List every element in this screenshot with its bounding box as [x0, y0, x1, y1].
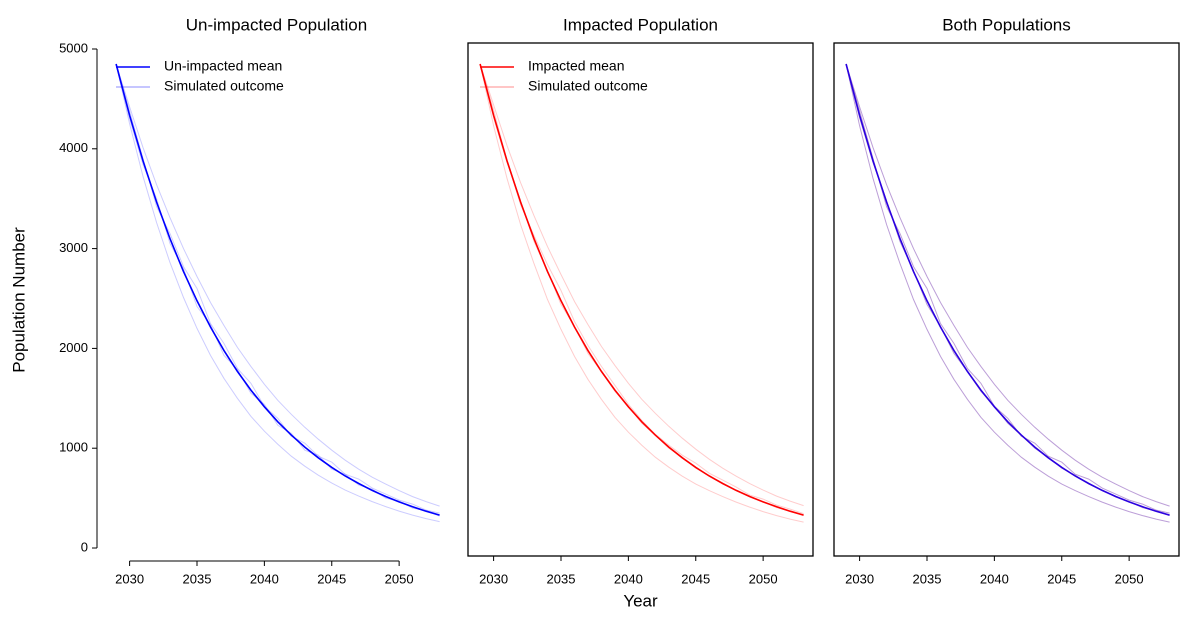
simulated-line	[479, 63, 804, 507]
panel-title: Impacted Population	[563, 15, 718, 34]
y-tick-label: 0	[81, 539, 88, 554]
simulated-line	[845, 63, 1170, 507]
y-tick-label: 5000	[59, 40, 88, 55]
x-tick-label: 2030	[479, 571, 508, 586]
mean-line	[845, 63, 1170, 516]
x-tick-label: 2035	[913, 571, 942, 586]
x-tick-label: 2030	[115, 571, 144, 586]
x-tick-label: 2045	[317, 571, 346, 586]
x-tick-label: 2035	[547, 571, 576, 586]
y-tick-label: 2000	[59, 340, 88, 355]
simulated-line	[115, 63, 440, 507]
x-axis-label: Year	[623, 591, 658, 610]
legend-label: Impacted mean	[528, 58, 625, 74]
panel-title: Both Populations	[942, 15, 1071, 34]
y-tick-label: 3000	[59, 240, 88, 255]
x-tick-label: 2045	[681, 571, 710, 586]
mean-line	[479, 63, 804, 516]
simulated-line	[845, 63, 1170, 523]
mean-line	[115, 63, 440, 516]
legend-label: Un-impacted mean	[164, 58, 282, 74]
x-tick-label: 2040	[614, 571, 643, 586]
simulated-line	[115, 63, 440, 517]
x-tick-label: 2050	[1115, 571, 1144, 586]
panel-title: Un-impacted Population	[186, 15, 367, 34]
y-tick-label: 4000	[59, 140, 88, 155]
x-tick-label: 2035	[183, 571, 212, 586]
panel-frame	[833, 42, 1180, 557]
simulated-line	[479, 63, 804, 517]
legend-label: Simulated outcome	[164, 78, 284, 94]
x-tick-label: 2030	[845, 571, 874, 586]
simulated-line	[479, 63, 804, 523]
x-tick-label: 2050	[385, 571, 414, 586]
legend-label: Simulated outcome	[528, 78, 648, 94]
simulated-line	[115, 63, 440, 523]
simulated-line	[845, 63, 1170, 517]
simulated-line	[115, 63, 440, 514]
x-tick-label: 2050	[749, 571, 778, 586]
x-tick-label: 2040	[980, 571, 1009, 586]
x-tick-label: 2040	[250, 571, 279, 586]
y-axis-label: Population Number	[9, 227, 28, 373]
panel-frame	[467, 42, 814, 557]
simulated-line	[479, 63, 804, 515]
x-tick-label: 2045	[1047, 571, 1076, 586]
y-tick-label: 1000	[59, 440, 88, 455]
simulated-line	[845, 63, 1170, 514]
